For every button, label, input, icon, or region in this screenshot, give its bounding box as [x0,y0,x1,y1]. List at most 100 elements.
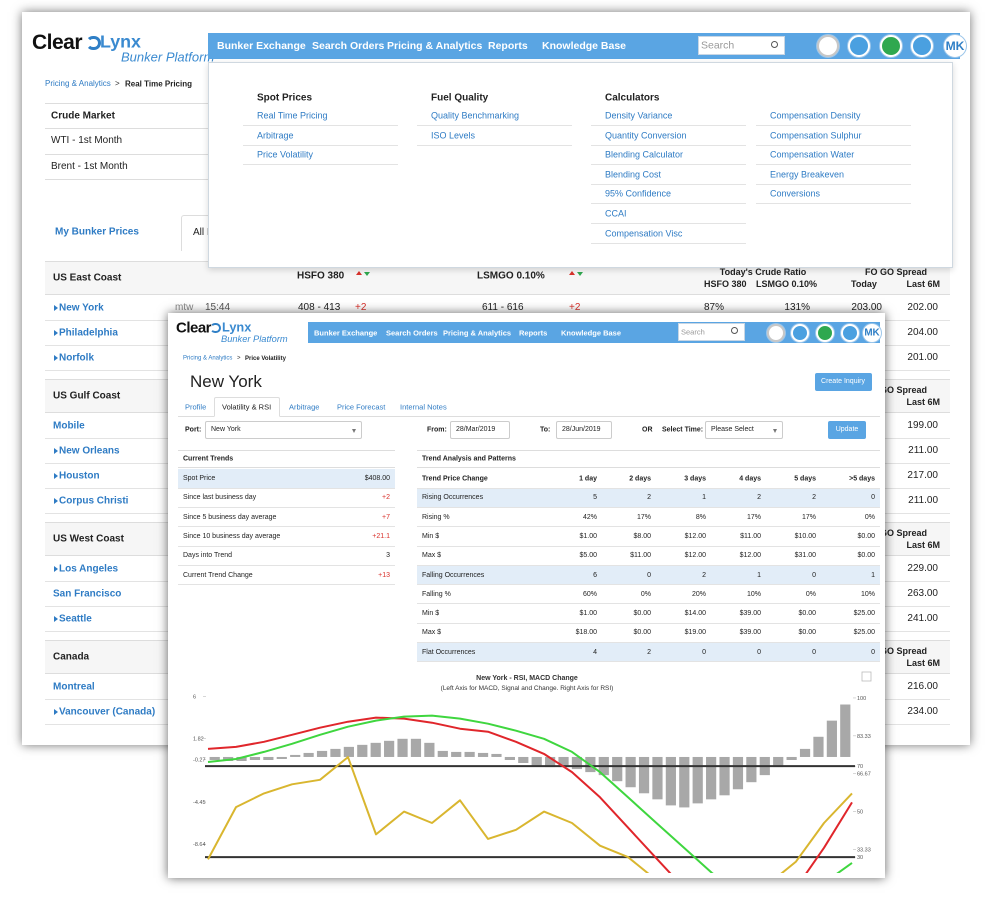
menu-item[interactable]: Compensation Visc [605,228,683,239]
user-avatar[interactable] [863,323,881,342]
select-value[interactable]: New York [211,425,241,433]
menu-item[interactable]: Energy Breakeven [770,169,845,180]
expand-icon [54,566,58,572]
breadcrumb-current: Real Time Pricing [125,79,192,89]
menu-item[interactable]: Arbitrage [257,130,294,141]
nav-item[interactable]: Reports [519,328,548,337]
y2-tick-label: 66.67 [857,772,871,778]
port-link[interactable]: San Francisco [53,588,122,600]
column-header: Last 6M [906,540,940,550]
form-label: Select Time: [662,426,704,434]
column-header: FO GO Spread [864,528,927,538]
search-box[interactable] [678,323,745,341]
menu-item[interactable]: Density Variance [605,110,673,121]
menu-item[interactable]: Blending Cost [605,169,662,180]
time-select[interactable] [705,421,783,439]
menu-item[interactable]: ISO Levels [431,130,476,141]
nav-item[interactable]: Bunker Exchange [217,40,306,52]
port-link[interactable]: Philadelphia [59,327,118,339]
bar [840,704,851,757]
tab[interactable]: Volatility & RSI [222,402,272,412]
select-caret [773,429,777,433]
table-row [178,488,395,508]
bar [531,756,542,767]
expand-icon [54,616,58,622]
search-box[interactable] [698,36,785,55]
create-label[interactable]: Create Inquiry [821,377,865,385]
header-icon[interactable] [791,323,809,342]
port-link[interactable]: Mobile [53,420,85,432]
tab[interactable]: Arbitrage [289,402,320,412]
tab[interactable]: Profile [185,402,207,412]
date-input[interactable] [450,421,510,439]
menu-item[interactable]: Quality Benchmarking [431,110,520,121]
row-label: Spot Price [183,474,216,482]
port-link[interactable]: New York [59,302,104,314]
header-icon[interactable] [911,35,933,57]
form-label: To: [540,426,551,434]
update-label[interactable]: Update [835,425,859,433]
cell: $39.00 [739,609,761,617]
breadcrumb-link[interactable]: Pricing & Analytics [45,79,111,89]
expand-icon [54,473,58,479]
breadcrumb-link[interactable]: Pricing & Analytics [183,355,233,362]
header-icon[interactable] [841,323,859,342]
menu-item[interactable]: Compensation Water [770,149,855,160]
tab[interactable]: All I [193,227,210,238]
date-input[interactable] [556,421,612,439]
header-icon[interactable] [767,323,785,342]
nav-item[interactable]: Search Orders [312,40,385,52]
header-icon[interactable] [816,323,834,342]
menu-item[interactable]: Compensation Sulphur [770,130,862,141]
row-value: $408.00 [364,474,390,482]
nav-item[interactable]: Search Orders [386,328,438,337]
cell: $0.00 [633,609,651,617]
menu-item[interactable]: Price Volatility [257,149,314,160]
menu-item[interactable]: Compensation Density [770,110,861,121]
menu-item[interactable]: Conversions [770,188,821,199]
menu-item[interactable]: Quantity Conversion [605,130,687,141]
input-value[interactable]: 28/Mar/2019 [456,425,496,433]
nav-item[interactable]: Bunker Exchange [314,328,378,337]
logo-word: Clear [176,319,212,337]
port-link[interactable]: Montreal [53,681,95,693]
menu-item[interactable]: 95% Confidence [605,188,672,199]
plot [205,704,855,874]
tab[interactable]: Price Forecast [337,402,386,412]
port-link[interactable]: Norfolk [59,352,94,364]
port-select[interactable] [205,421,362,439]
column-header: 5 days [794,475,816,483]
port-link[interactable]: Vancouver (Canada) [59,706,156,718]
header-icon[interactable] [817,35,839,57]
port-link[interactable]: Corpus Christi [59,495,129,507]
header-icon[interactable] [848,35,870,57]
menu-item[interactable]: Blending Calculator [605,149,684,160]
cell: 8% [695,513,706,521]
tab[interactable]: My Bunker Prices [55,226,139,238]
tab[interactable]: Internal Notes [400,402,447,412]
input-value[interactable]: 28/Jun/2019 [562,425,601,433]
nav-item[interactable]: Pricing & Analytics [387,40,483,52]
port-link[interactable]: Los Angeles [59,563,119,575]
user-avatar[interactable] [944,35,966,57]
header-icon[interactable] [880,35,902,57]
form-label: From: [427,426,447,434]
nav-item[interactable]: Reports [488,40,528,52]
user-initials[interactable]: MK [945,39,965,53]
update-button[interactable] [828,421,866,439]
select-value[interactable]: Please Select [711,425,754,433]
port-link[interactable]: Houston [59,470,100,482]
create-button[interactable] [815,373,872,391]
nav-item[interactable]: Knowledge Base [561,328,622,337]
expand-icon [54,448,58,454]
cell: $14.00 [684,609,706,617]
menu-item[interactable]: CCAI [605,208,627,219]
nav-item[interactable]: Knowledge Base [542,40,627,52]
port-link[interactable]: Seattle [59,613,92,625]
menu-item[interactable]: Real Time Pricing [257,110,328,121]
menu-divider [591,242,746,244]
user-initials[interactable]: MK [864,327,880,338]
port-link[interactable]: New Orleans [59,445,120,457]
nav-item[interactable]: Pricing & Analytics [443,328,512,337]
